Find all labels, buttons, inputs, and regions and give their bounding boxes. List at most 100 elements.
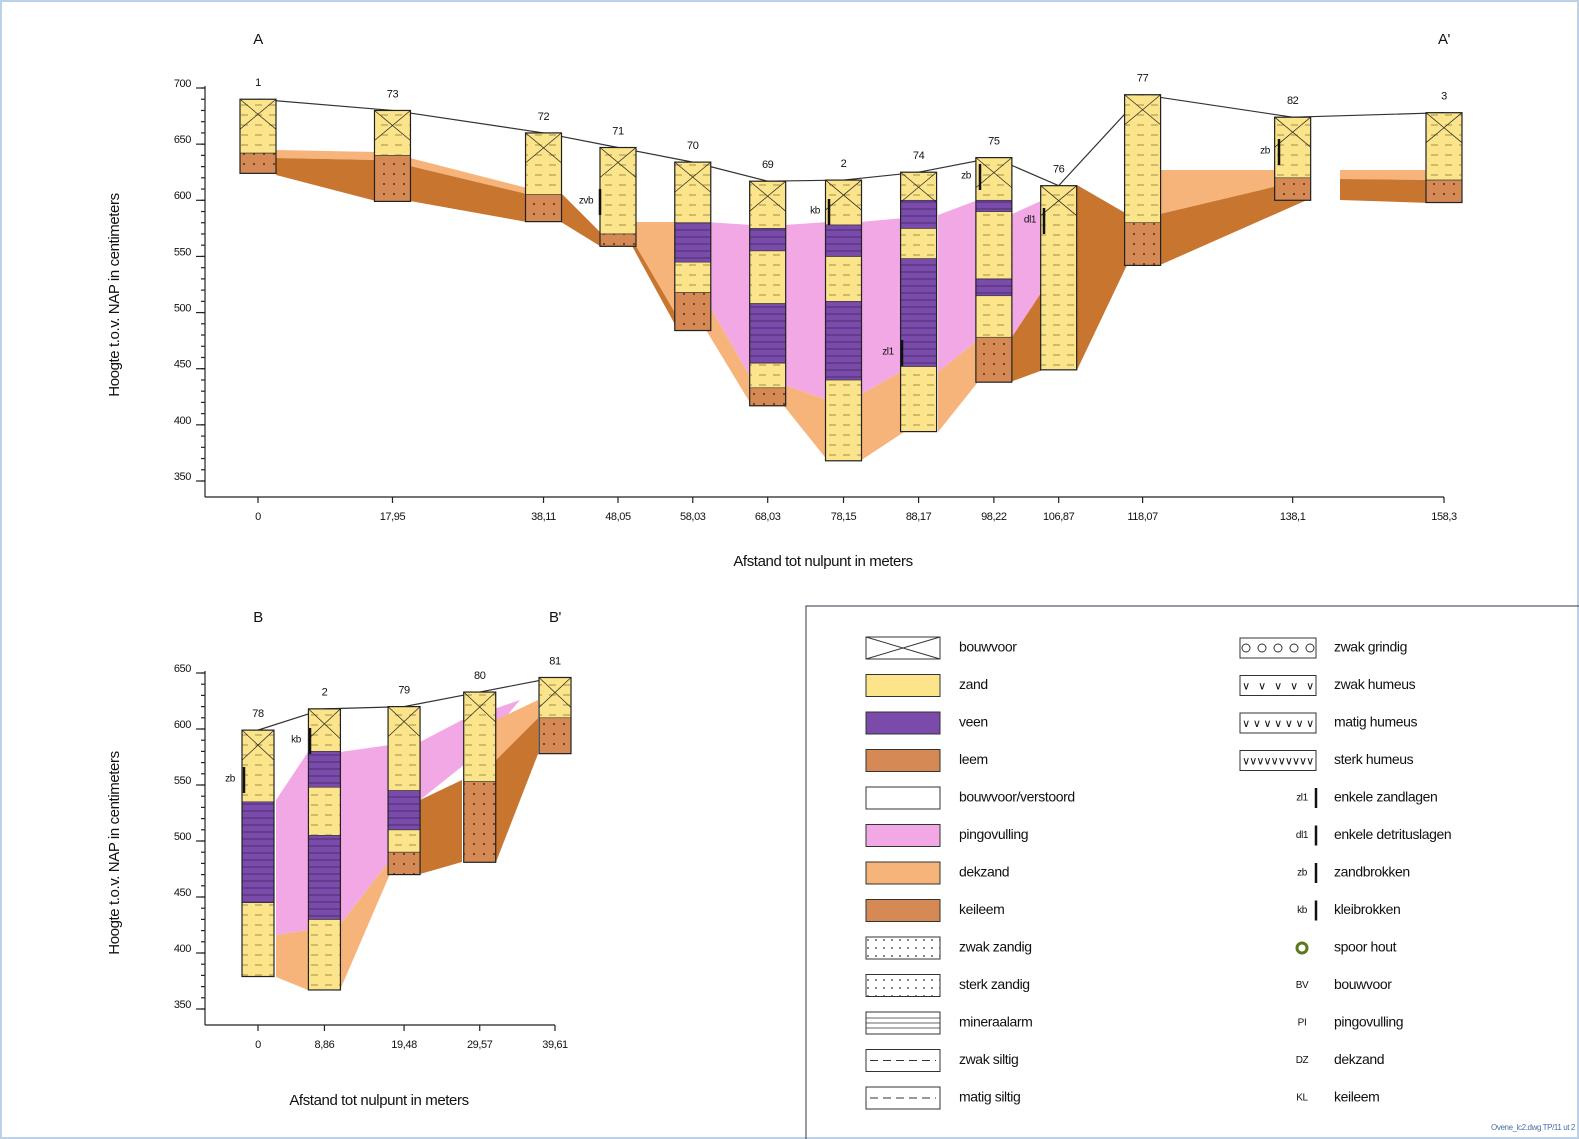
bouwvoor-cross	[674, 161, 711, 193]
legend-swatch	[865, 786, 941, 810]
legend-code: BV	[1296, 980, 1309, 991]
legend-swatch	[1239, 712, 1317, 734]
borehole-outline	[1123, 94, 1162, 267]
borehole-outline	[824, 179, 863, 462]
swatch-mark: ∨	[1296, 718, 1304, 730]
wood-symbol	[1295, 941, 1309, 955]
swatch-mark: ∨	[1249, 755, 1257, 767]
legend-label: bouwvoor	[1334, 976, 1392, 992]
x-tick-label: 17,95	[380, 511, 406, 523]
y-tick-label: 400	[174, 943, 191, 955]
legend-label: sterk humeus	[1334, 751, 1414, 767]
layer-zand	[825, 379, 862, 462]
bouwvoor-cross	[825, 179, 862, 211]
legend-label: zwak humeus	[1334, 676, 1416, 692]
borehole-id: 70	[687, 140, 699, 152]
y-axis-label: Hoogte t.o.v. NAP in centimeters	[106, 751, 123, 954]
y-tick-label: 600	[174, 190, 191, 202]
layer-leem	[975, 336, 1013, 383]
legend-swatch	[865, 824, 941, 847]
borehole-outline	[1040, 185, 1078, 371]
layer-leem	[463, 781, 497, 863]
layer-zand	[1124, 94, 1161, 224]
layer-leem	[525, 194, 562, 222]
x-tick-label: 0	[255, 511, 261, 523]
layer-zand	[749, 362, 786, 389]
borehole-outline	[1274, 116, 1312, 201]
y-tick-label: 550	[174, 246, 191, 258]
layer-leem	[239, 152, 277, 174]
legend-swatch	[865, 674, 941, 697]
layer-zand	[975, 157, 1013, 201]
x-tick-label: 68,03	[755, 511, 781, 523]
layer-leem	[1274, 177, 1311, 201]
x-tick-label: 78,15	[831, 511, 857, 523]
legend-code: KL	[1296, 1093, 1308, 1104]
bouwvoor-cross	[538, 677, 572, 708]
y-tick-label: 400	[174, 415, 191, 427]
y-tick-label: 650	[174, 134, 191, 146]
section-title: A	[253, 31, 263, 48]
layer-zand	[900, 228, 937, 259]
annotation: zvb	[579, 196, 594, 207]
bouwvoor-cross	[1124, 94, 1161, 126]
legend-label: enkele detrituslagen	[1334, 826, 1451, 842]
legend-code: zb	[1297, 868, 1308, 879]
x-tick-label: 29,57	[467, 1039, 493, 1051]
legend-label: dekzand	[1334, 1051, 1384, 1067]
layer-veen	[308, 751, 341, 788]
x-tick-label: 0	[255, 1039, 261, 1051]
bouwvoor-cross	[1425, 112, 1463, 143]
legend-swatch	[865, 749, 941, 772]
legend-code: kb	[1297, 905, 1308, 916]
layer-veen	[749, 228, 786, 252]
footer: Ovene_lc2.dwg TP/11 ut 2	[1491, 1123, 1576, 1132]
legend-label: keileem	[1334, 1089, 1379, 1105]
layer-zand	[749, 180, 786, 229]
swatch-mark	[1241, 643, 1251, 653]
legend-label: enkele zandlagen	[1334, 789, 1437, 805]
borehole-outline	[749, 180, 787, 407]
legend-swatch	[1239, 675, 1317, 696]
legend-label: zwak grindig	[1334, 639, 1407, 655]
y-axis-label: Hoogte t.o.v. NAP in centimeters	[106, 193, 123, 396]
y-tick-label: 500	[174, 302, 191, 314]
borehole-id: 81	[549, 655, 561, 667]
borehole-id: 3	[1441, 91, 1447, 103]
swatch-mark: ∨	[1306, 680, 1314, 692]
section-title: B	[253, 609, 263, 626]
layer-zand	[825, 256, 862, 302]
swatch-mark: ∨	[1299, 755, 1307, 767]
swatch-mark: ∨	[1306, 718, 1314, 730]
section-title-end: B'	[549, 609, 562, 626]
layer-veen	[387, 790, 421, 831]
layer-veen	[900, 199, 937, 229]
bouwvoor-cross	[241, 729, 275, 761]
x-tick-label: 38,11	[531, 511, 556, 523]
x-tick-label: 158,3	[1431, 511, 1457, 523]
x-tick-label: 58,03	[680, 511, 706, 523]
borehole-outline	[239, 98, 277, 174]
layer-veen	[749, 303, 786, 364]
bouwvoor-cross	[900, 171, 937, 203]
borehole-id: 74	[913, 150, 925, 162]
borehole-id: 71	[612, 125, 624, 137]
swatch-mark: ∨	[1292, 755, 1300, 767]
y-tick-label: 550	[174, 775, 191, 787]
swatch-mark: ∨	[1306, 755, 1314, 767]
swatch-mark	[1305, 643, 1315, 653]
legend-label: veen	[959, 714, 988, 730]
layer-zand	[525, 132, 562, 195]
swatch-mark	[1273, 643, 1283, 653]
bouwvoor-cross	[975, 157, 1013, 188]
section-title-end: A'	[1438, 31, 1451, 48]
swatch-mark: ∨	[1285, 718, 1293, 730]
legend-label: dekzand	[959, 864, 1009, 880]
legend-code: dl1	[1296, 830, 1309, 841]
layer-zand	[538, 677, 572, 719]
borehole-outline	[241, 729, 275, 978]
layer-leem	[674, 292, 712, 331]
x-tick-label: 98,22	[981, 511, 1007, 523]
legend-frame	[805, 605, 1579, 1139]
